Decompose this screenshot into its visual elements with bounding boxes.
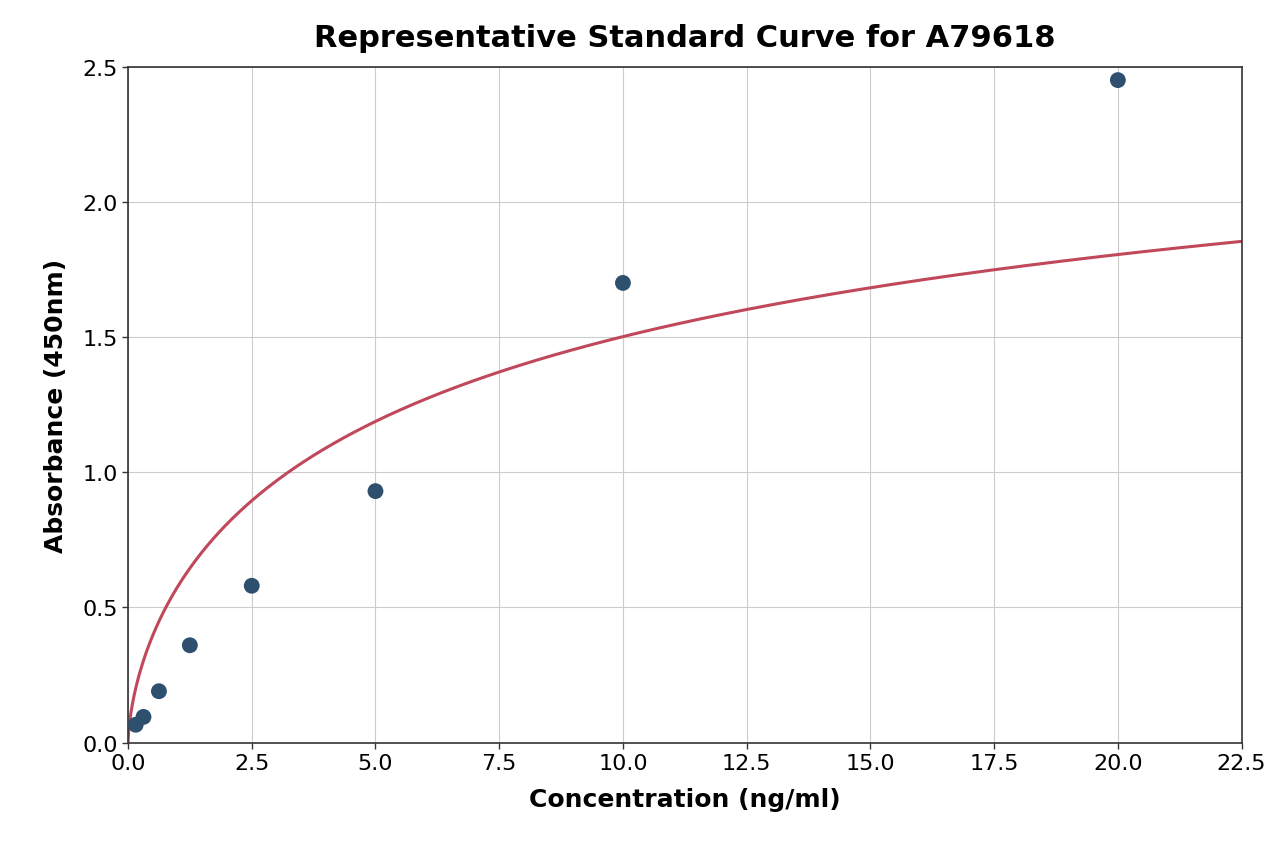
Point bbox=[1107, 74, 1128, 88]
Point bbox=[133, 711, 154, 724]
Point bbox=[148, 684, 169, 698]
Point bbox=[613, 277, 634, 290]
Point bbox=[365, 484, 385, 498]
Title: Representative Standard Curve for A79618: Representative Standard Curve for A79618 bbox=[314, 24, 1056, 52]
X-axis label: Concentration (ng/ml): Concentration (ng/ml) bbox=[529, 787, 841, 811]
Point bbox=[242, 579, 262, 592]
Point bbox=[125, 718, 146, 732]
Point bbox=[179, 639, 200, 652]
Y-axis label: Absorbance (450nm): Absorbance (450nm) bbox=[45, 258, 68, 552]
